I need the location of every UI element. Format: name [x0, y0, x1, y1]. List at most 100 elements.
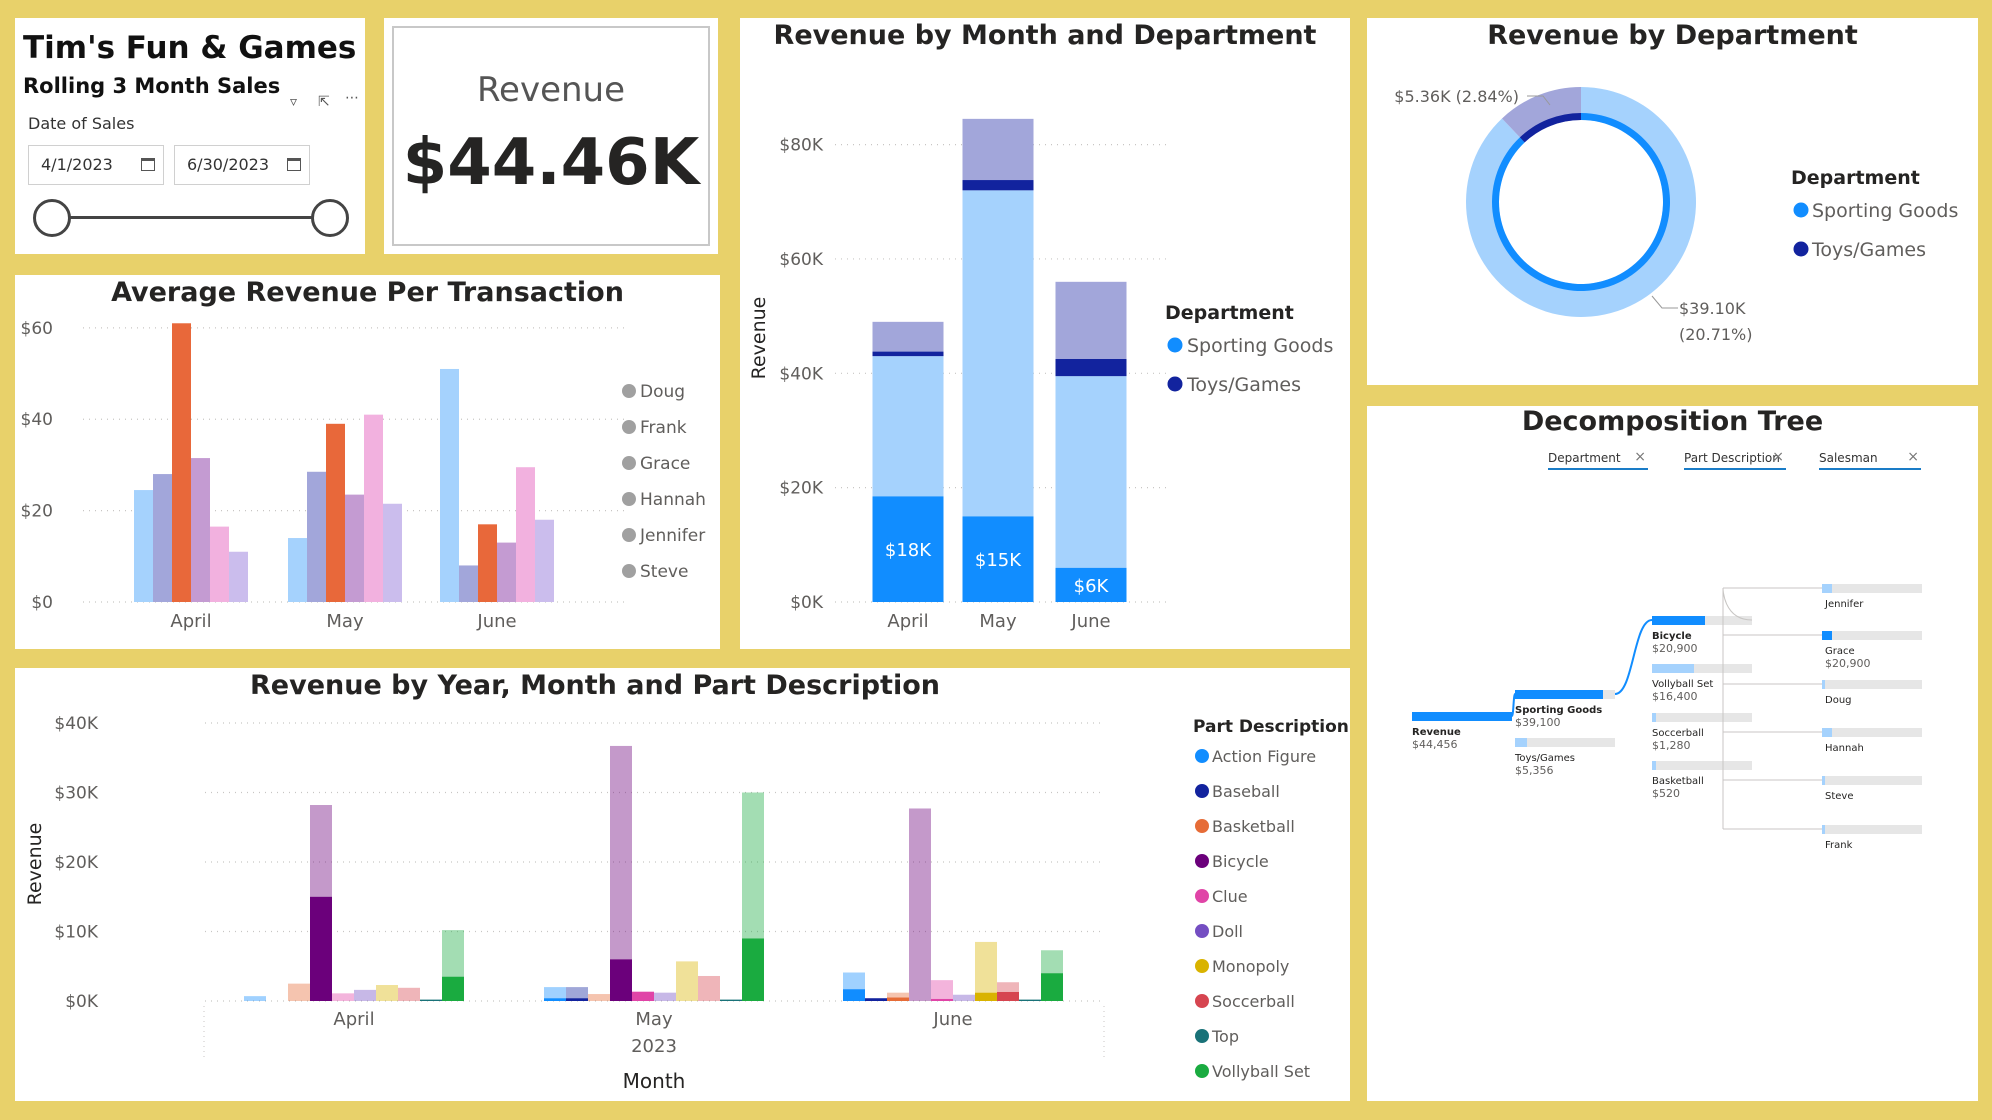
tree-filter-label: Part Description	[1684, 451, 1780, 465]
bar-segment	[676, 961, 698, 1001]
decomp-tree-panel: Decomposition Tree Department × Part Des…	[1367, 406, 1978, 1101]
data-label: $39.10K	[1679, 299, 1746, 318]
x-tick-label: April	[170, 611, 211, 632]
legend-label: Frank	[640, 418, 687, 438]
bar-segment	[632, 991, 654, 1001]
date-end-input[interactable]: 6/30/2023	[174, 145, 310, 185]
legend-marker	[622, 384, 636, 398]
data-label: $18K	[885, 540, 932, 561]
bar	[229, 551, 248, 602]
date-end-value: 6/30/2023	[187, 155, 270, 174]
leader-line	[1527, 95, 1551, 106]
bar	[172, 323, 191, 602]
x-tick-label: May	[635, 1009, 673, 1030]
tree-filter-salesman[interactable]: Salesman ×	[1819, 449, 1921, 470]
calendar-icon[interactable]	[141, 158, 155, 171]
tree-level3-bar	[1822, 680, 1825, 689]
legend-title: Part Description	[1193, 717, 1349, 737]
date-range-track[interactable]	[51, 216, 335, 219]
bar-segment	[420, 999, 442, 1001]
tree-filter-part-description[interactable]: Part Description ×	[1684, 449, 1786, 470]
bar-segment	[332, 993, 354, 1001]
focus-mode-icon[interactable]: ⇱	[318, 94, 330, 110]
tree-level3-track	[1822, 631, 1922, 640]
close-icon[interactable]: ×	[1634, 449, 1646, 465]
avg-revenue-panel: Average Revenue Per Transaction $0 $20 $40…	[15, 275, 720, 649]
tree-root-bar	[1412, 712, 1512, 721]
date-range-end-handle[interactable]	[311, 199, 349, 237]
tree-filter-department[interactable]: Department ×	[1548, 449, 1648, 470]
legend-marker	[1195, 924, 1209, 938]
tree-link	[1511, 693, 1516, 717]
kpi-label: Revenue	[476, 70, 626, 110]
close-icon[interactable]: ×	[1772, 449, 1784, 465]
legend-marker	[622, 420, 636, 434]
y-tick-label: $40K	[54, 714, 98, 734]
legend-marker	[1195, 784, 1209, 798]
tree-level3-track	[1822, 680, 1922, 689]
bar-segment	[566, 987, 588, 999]
bar	[459, 565, 478, 602]
legend-title: Department	[1165, 302, 1294, 324]
tree-level3-bar	[1822, 728, 1832, 737]
tree-filter-label: Department	[1548, 451, 1621, 465]
more-options-icon[interactable]: ⋯	[345, 90, 359, 106]
calendar-icon[interactable]	[287, 158, 301, 171]
filter-icon[interactable]: ▿	[290, 94, 298, 110]
year-month-part-chart: $0K $10K $20K $30K $40K Revenue April May June 20…	[24, 714, 1349, 1093]
tree-level3-bar	[1822, 825, 1825, 834]
tree-level3-track	[1822, 584, 1922, 593]
x-tick-label: June	[1070, 611, 1110, 632]
bar-segment	[354, 989, 376, 1001]
donut-slice	[1466, 87, 1696, 318]
bar-segment	[872, 356, 944, 497]
leader-line	[1651, 295, 1678, 309]
bar-segment	[698, 975, 720, 1001]
bar	[210, 526, 229, 602]
y-tick-label: $20K	[779, 479, 823, 499]
bar-segment	[632, 991, 654, 992]
tree-level2-track	[1652, 664, 1752, 673]
tree-level1-value: $39,100	[1515, 716, 1561, 729]
tree-root-label: Revenue	[1412, 727, 1461, 738]
legend-label: Baseball	[1212, 782, 1280, 801]
date-start-input[interactable]: 4/1/2023	[28, 145, 164, 185]
y-tick-label: $0	[31, 593, 53, 613]
bar-segment	[310, 805, 332, 897]
bar-segment	[1055, 567, 1127, 602]
tree-level2-bar	[1652, 616, 1705, 625]
bar-segment	[997, 982, 1019, 992]
close-icon[interactable]: ×	[1907, 449, 1919, 465]
y-tick-label: $40K	[779, 364, 823, 384]
bar-segment	[1019, 999, 1041, 1001]
x-tick-label: April	[887, 611, 928, 632]
x-tick-label: May	[979, 611, 1017, 632]
bar-segment	[843, 989, 865, 1001]
month-dept-panel: Revenue by Month and Department $0K $20K $…	[740, 18, 1350, 649]
bar-segment	[654, 992, 676, 1001]
tree-level2-value: $1,280	[1652, 739, 1691, 752]
tree-link	[1722, 587, 1753, 621]
tree-level3-value: $20,900	[1825, 657, 1871, 670]
revenue-card: Revenue $44.46K	[392, 26, 710, 246]
tree-level2-bar	[1652, 664, 1694, 673]
legend-label: Bicycle	[1212, 852, 1269, 871]
bar-segment	[872, 351, 944, 357]
bar-segment	[244, 996, 266, 1001]
y-tick-label: $0K	[65, 992, 99, 1012]
revenue-card-panel: Revenue $44.46K	[384, 18, 718, 254]
tree-level1-value: $5,356	[1515, 764, 1554, 777]
month-dept-chart: $0K $20K $40K $60K $80K Revenue $18K April $15K M…	[748, 118, 1333, 632]
bar-segment	[1055, 281, 1127, 359]
bar-segment	[742, 938, 764, 1001]
legend-marker	[1195, 1029, 1209, 1043]
date-range-start-handle[interactable]	[33, 199, 71, 237]
decomp-tree-chart: Revenue$44,456 Sporting Goods$39,100 Toys/…	[1412, 584, 1922, 851]
bar-segment	[720, 999, 742, 1001]
x-tick-label: May	[326, 611, 364, 632]
tree-level3-bar	[1822, 631, 1832, 640]
bar-segment	[872, 321, 944, 352]
legend-marker	[622, 456, 636, 470]
bar-segment	[310, 896, 332, 1001]
legend-label: Basketball	[1212, 817, 1295, 836]
